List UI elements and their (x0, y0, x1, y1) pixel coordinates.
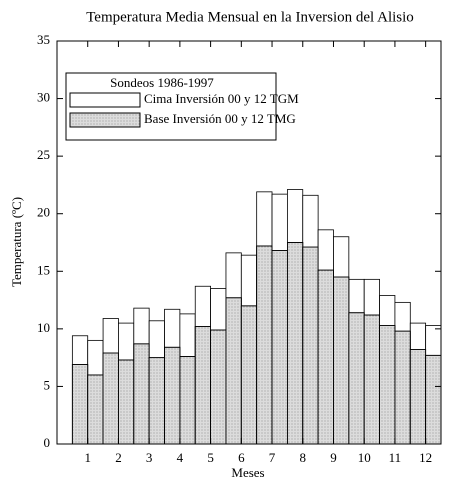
bar-texture (164, 346, 181, 445)
x-tick-label: 1 (84, 450, 91, 465)
bar-texture (194, 326, 212, 445)
y-tick-label: 0 (44, 435, 51, 450)
bar-texture (256, 245, 273, 445)
y-tick-label: 10 (37, 320, 50, 335)
x-axis-label: Meses (231, 465, 264, 480)
x-tick-label: 5 (207, 450, 214, 465)
y-axis-label: Temperatura (ºC) (9, 197, 24, 287)
bar-texture (118, 359, 135, 445)
bar-texture (87, 374, 104, 445)
bar-texture (394, 330, 411, 445)
x-tick-label: 8 (300, 450, 307, 465)
x-tick-label: 12 (419, 450, 432, 465)
bar-texture (425, 354, 442, 445)
legend-swatch-texture (69, 112, 141, 128)
legend-label: Base Inversión 00 y 12 TMG (144, 111, 296, 126)
x-tick-label: 3 (146, 450, 153, 465)
x-tick-label: 6 (238, 450, 245, 465)
legend-swatch (69, 92, 141, 108)
bar-texture (102, 352, 119, 445)
bar-texture (271, 250, 288, 445)
bar-texture (179, 356, 196, 445)
x-tick-label: 11 (389, 450, 402, 465)
bar-texture (302, 246, 319, 445)
plot-frame (56, 40, 442, 445)
x-tick-label: 2 (115, 450, 122, 465)
y-tick-label: 35 (37, 32, 50, 47)
y-tick-label: 15 (37, 262, 50, 277)
bar-texture (317, 269, 334, 445)
bar-texture (71, 364, 89, 445)
y-tick-label: 5 (44, 377, 51, 392)
x-tick-label: 7 (269, 450, 276, 465)
y-tick-label: 30 (37, 90, 50, 105)
bar-texture (240, 305, 258, 445)
x-tick-label: 10 (358, 450, 371, 465)
bar-texture (225, 297, 242, 445)
bar-texture (379, 325, 396, 445)
bar-texture (286, 242, 304, 445)
bar-texture (148, 357, 165, 445)
bar-texture (333, 276, 350, 445)
legend-title: Sondeos 1986-1997 (110, 75, 214, 90)
x-tick-label: 9 (330, 450, 337, 465)
y-tick-label: 25 (37, 147, 50, 162)
y-tick-label: 20 (37, 205, 50, 220)
bar-texture (210, 329, 227, 445)
bar-texture (409, 349, 427, 445)
bar-texture (363, 314, 380, 445)
legend-label: Cima Inversión 00 y 12 TGM (144, 91, 299, 106)
chart-title: Temperatura Media Mensual en la Inversio… (86, 9, 414, 25)
x-tick-label: 4 (177, 450, 184, 465)
bar-texture (133, 343, 150, 445)
bar-texture (348, 312, 365, 445)
